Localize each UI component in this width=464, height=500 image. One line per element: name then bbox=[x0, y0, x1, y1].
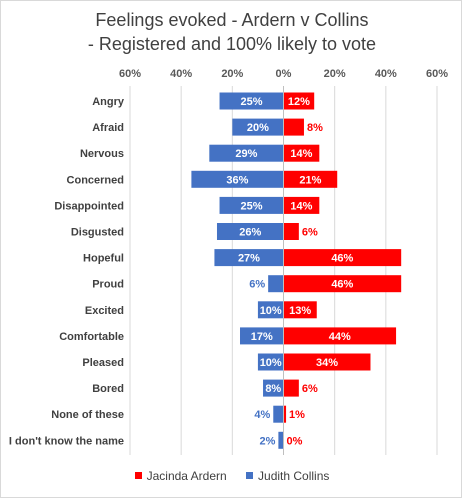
bar-ardern bbox=[283, 92, 315, 110]
bar-collins bbox=[257, 301, 284, 319]
category-label: Excited bbox=[85, 305, 124, 317]
data-label-ardern: 13% bbox=[289, 305, 311, 317]
bar-ardern bbox=[283, 275, 402, 293]
x-tick-label: 60% bbox=[426, 68, 448, 80]
data-label-collins: 36% bbox=[226, 174, 248, 186]
data-label-collins: 2% bbox=[259, 435, 275, 447]
bar-collins bbox=[216, 223, 284, 240]
data-label-collins: 29% bbox=[235, 148, 257, 160]
data-label-collins: 8% bbox=[265, 383, 281, 395]
data-label-collins: 26% bbox=[239, 227, 261, 239]
bar-collins bbox=[209, 144, 284, 162]
data-label-ardern: 21% bbox=[299, 174, 321, 186]
data-label-ardern: 1% bbox=[289, 409, 305, 421]
category-label: Nervous bbox=[80, 148, 124, 160]
category-label: Angry bbox=[92, 96, 125, 108]
legend-label-collins: Judith Collins bbox=[258, 468, 330, 483]
bar-collins bbox=[273, 405, 284, 423]
legend-item-ardern: Jacinda Ardern bbox=[134, 468, 227, 483]
bar-collins bbox=[214, 249, 284, 267]
category-label: Bored bbox=[92, 383, 124, 395]
bar-ardern bbox=[283, 327, 397, 345]
bar-ardern bbox=[283, 170, 338, 188]
chart-title-line-2: - Registered and 100% likely to vote bbox=[87, 34, 377, 54]
bar-collins bbox=[278, 431, 284, 449]
category-label: None of these bbox=[51, 409, 124, 421]
bar-collins bbox=[232, 118, 284, 136]
bar-ardern bbox=[283, 301, 317, 319]
data-label-collins: 10% bbox=[260, 305, 282, 317]
data-label-ardern: 34% bbox=[316, 357, 338, 369]
x-tick-label: 40% bbox=[375, 68, 397, 80]
category-label: Disappointed bbox=[54, 200, 124, 212]
category-label: Concerned bbox=[67, 174, 124, 186]
category-label: Hopeful bbox=[83, 253, 124, 265]
bar-ardern bbox=[283, 405, 287, 423]
bar-collins bbox=[219, 92, 284, 110]
chart-legend: Jacinda Ardern Judith Collins bbox=[0, 468, 464, 483]
legend-swatch-collins bbox=[246, 472, 254, 479]
data-label-collins: 25% bbox=[241, 200, 263, 212]
data-label-ardern: 6% bbox=[302, 227, 318, 239]
x-tick-label: 20% bbox=[324, 68, 346, 80]
x-tick-label: 0% bbox=[276, 68, 292, 80]
bar-collins bbox=[219, 196, 284, 214]
bar-collins bbox=[240, 327, 284, 345]
data-label-ardern: 46% bbox=[331, 253, 353, 265]
data-label-ardern: 6% bbox=[302, 383, 318, 395]
category-label: Disgusted bbox=[71, 227, 124, 239]
x-tick-label: 60% bbox=[119, 68, 141, 80]
data-label-ardern: 12% bbox=[288, 96, 310, 108]
bar-ardern bbox=[283, 223, 299, 240]
bar-collins bbox=[268, 275, 284, 293]
data-label-collins: 6% bbox=[249, 279, 265, 291]
data-label-ardern: 14% bbox=[290, 148, 312, 160]
category-label: Comfortable bbox=[59, 331, 124, 343]
data-label-collins: 10% bbox=[260, 357, 282, 369]
data-label-ardern: 46% bbox=[331, 279, 353, 291]
data-label-ardern: 0% bbox=[287, 435, 303, 447]
x-tick-label: 40% bbox=[170, 68, 192, 80]
data-label-collins: 20% bbox=[247, 122, 269, 134]
bar-ardern bbox=[283, 118, 304, 136]
chart-title-line-1: Feelings evoked - Ardern v Collins bbox=[95, 10, 369, 30]
bar-ardern bbox=[283, 379, 299, 397]
x-tick-label: 20% bbox=[221, 68, 243, 80]
legend-swatch-ardern bbox=[134, 472, 142, 479]
data-label-collins: 25% bbox=[241, 96, 263, 108]
bar-ardern bbox=[283, 196, 320, 214]
bar-collins bbox=[263, 379, 284, 397]
data-label-ardern: 14% bbox=[290, 200, 312, 212]
data-label-collins: 17% bbox=[251, 331, 273, 343]
data-label-collins: 4% bbox=[254, 409, 270, 421]
legend-item-collins: Judith Collins bbox=[246, 469, 329, 483]
data-label-collins: 27% bbox=[238, 253, 260, 265]
legend-label-ardern: Jacinda Ardern bbox=[146, 468, 227, 483]
category-label: Proud bbox=[92, 279, 124, 291]
category-label: Afraid bbox=[92, 122, 124, 134]
bar-ardern bbox=[283, 353, 371, 371]
category-label: Pleased bbox=[82, 357, 124, 369]
category-label: I don't know the name bbox=[9, 435, 124, 447]
bar-collins bbox=[257, 353, 284, 371]
data-label-ardern: 8% bbox=[307, 122, 323, 134]
bar-collins bbox=[191, 170, 284, 188]
bar-ardern bbox=[283, 144, 320, 162]
bar-ardern bbox=[283, 249, 402, 267]
data-label-ardern: 44% bbox=[329, 331, 351, 343]
